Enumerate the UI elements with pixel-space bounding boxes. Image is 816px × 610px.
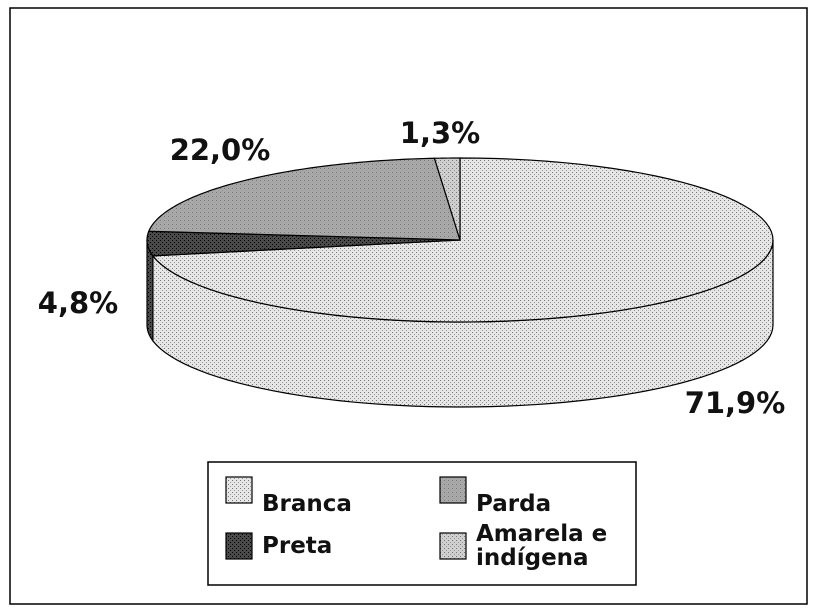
value-label: 4,8% [38,286,118,320]
legend-swatch [439,476,467,504]
legend-swatch [225,532,253,560]
pie-slice [147,157,461,241]
legend-box [207,461,637,586]
value-label: 22,0% [170,133,271,167]
legend-swatch [225,476,253,504]
value-label: 1,3% [400,116,480,150]
legend-label: Branca [262,491,352,517]
pie-slice [146,230,461,257]
value-label: 71,9% [685,386,786,420]
legend-label: Parda [476,491,552,517]
legend-label: Amarela e indígena [476,521,608,571]
legend-swatch [439,532,467,560]
pie-slice [433,157,461,241]
frame [9,7,808,605]
legend-label: Preta [262,533,333,559]
pie-slice [151,157,774,323]
